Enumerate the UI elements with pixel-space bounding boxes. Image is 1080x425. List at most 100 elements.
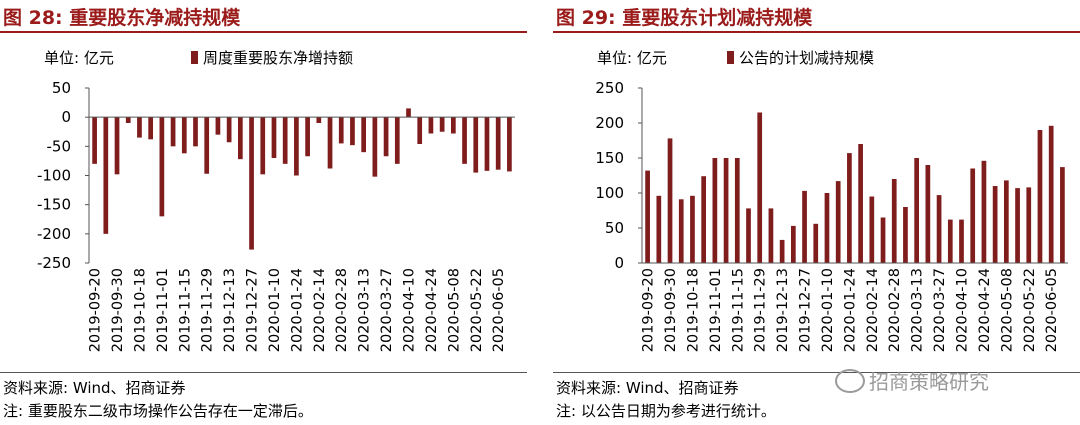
bar: [507, 117, 512, 172]
x-tick-label: 2020-03-13: [910, 268, 926, 352]
bar: [406, 108, 411, 118]
x-tick-label: 2020-05-08: [446, 268, 462, 352]
y-tick-label: 50: [605, 219, 624, 237]
bar: [170, 117, 176, 147]
bar: [891, 179, 897, 263]
bar: [790, 225, 796, 263]
x-tick-label: 2019-11-15: [730, 268, 746, 352]
x-tick-label: 2019-12-27: [245, 268, 261, 352]
x-tick-label: 2020-03-27: [379, 268, 395, 352]
bar: [294, 117, 299, 176]
bar: [462, 117, 467, 164]
legend: 公告的计划减持规模: [727, 47, 874, 68]
x-tick-label: 2020-06-05: [491, 268, 507, 352]
bar: [260, 117, 266, 175]
x-tick-label: 2020-05-08: [999, 268, 1015, 352]
unit-label: 单位: 亿元: [597, 49, 667, 67]
chart-title: 图 28: 重要股东净减持规模: [3, 7, 241, 29]
bar: [114, 117, 120, 175]
x-tick-label: 2020-05-22: [469, 268, 485, 352]
x-tick-label: 2019-11-01: [708, 268, 724, 352]
y-tick-label: -150: [37, 196, 71, 214]
title-divider: [553, 31, 1080, 33]
bar: [137, 117, 142, 138]
bar: [813, 223, 819, 263]
bar: [992, 186, 998, 263]
bar: [667, 138, 673, 263]
bar: [869, 196, 875, 263]
bar: [779, 239, 785, 263]
bar: [237, 117, 243, 160]
bar: [350, 117, 355, 146]
x-tick-label: 2019-09-20: [641, 268, 657, 352]
x-tick-label: 2019-11-15: [177, 268, 193, 352]
bar: [282, 117, 288, 164]
source-text: 资料来源: Wind、招商证券: [556, 379, 739, 397]
bar: [450, 117, 456, 134]
bar: [645, 170, 650, 263]
x-tick-label: 2020-05-22: [1022, 268, 1038, 352]
bar: [835, 181, 841, 263]
bar: [903, 207, 908, 263]
x-tick-label: 2019-10-18: [132, 268, 148, 352]
bar: [193, 117, 198, 147]
x-tick-label: 2020-04-10: [402, 268, 418, 352]
title-divider: [0, 31, 527, 33]
bar: [103, 117, 109, 234]
note-text: 注: 重要股东二级市场操作公告存在一定滞后。: [3, 402, 313, 420]
bar: [484, 117, 490, 171]
bar: [824, 193, 830, 263]
bar: [959, 219, 964, 263]
y-tick-label: 0: [614, 254, 624, 272]
bar: [417, 117, 423, 144]
bar: [690, 195, 695, 263]
bar: [226, 117, 232, 143]
bar: [125, 117, 131, 123]
x-tick-label: 2019-10-18: [685, 268, 701, 352]
x-tick-label: 2019-11-01: [155, 268, 171, 352]
bar-chart-planned-reduction: 250 200 150 100 50 0 2019-09-20 2019-09-30 2019-…: [595, 79, 1068, 352]
y-tick-label: -250: [37, 254, 71, 272]
bar: [148, 117, 154, 140]
chart-panel-planned-reduction: 图 29: 重要股东计划减持规模 单位: 亿元 公告的计划减持规模 250 200…: [553, 0, 1080, 425]
x-tick-label: 2019-09-30: [110, 268, 126, 352]
x-tick-label: 2019-12-27: [798, 268, 814, 352]
bar: [746, 208, 751, 263]
unit-label: 单位: 亿元: [44, 49, 114, 67]
bar: [439, 117, 445, 132]
bar: [847, 153, 852, 263]
bar: [1015, 188, 1020, 263]
x-tick-label: 2020-04-24: [424, 268, 440, 352]
note-text: 注: 以公告日期为参考进行统计。: [556, 402, 776, 420]
bar: [1003, 180, 1009, 263]
y-tick-label: 100: [595, 184, 624, 202]
x-tick-label: 2020-01-10: [820, 268, 836, 352]
y-tick-label: -100: [37, 167, 71, 185]
x-tick-label: 2019-11-29: [200, 268, 216, 352]
bar: [361, 117, 367, 153]
y-tick-label: 150: [595, 149, 624, 167]
bar: [473, 117, 479, 173]
source-divider: [0, 372, 527, 373]
bar: [181, 117, 187, 154]
chart-title: 图 29: 重要股东计划减持规模: [556, 7, 813, 29]
bar: [757, 112, 763, 263]
bar: [970, 168, 976, 263]
x-tick-label: 2019-12-13: [222, 268, 238, 352]
bar: [981, 160, 987, 263]
legend: 周度重要股东净增持额: [191, 47, 353, 68]
bar: [925, 165, 931, 263]
bar: [383, 117, 389, 157]
bar: [394, 117, 400, 164]
legend-swatch: [727, 51, 734, 64]
watermark-text: 招商策略研究: [869, 370, 989, 394]
source-text: 资料来源: Wind、招商证券: [3, 379, 186, 397]
bar: [327, 117, 333, 169]
x-tick-label: 2019-11-29: [753, 268, 769, 352]
y-tick-label: 200: [595, 114, 624, 132]
bar: [880, 217, 886, 263]
bar: [338, 117, 344, 144]
bar: [271, 117, 277, 158]
x-tick-label: 2020-04-10: [955, 268, 971, 352]
legend-label: 周度重要股东净增持额: [203, 49, 354, 67]
